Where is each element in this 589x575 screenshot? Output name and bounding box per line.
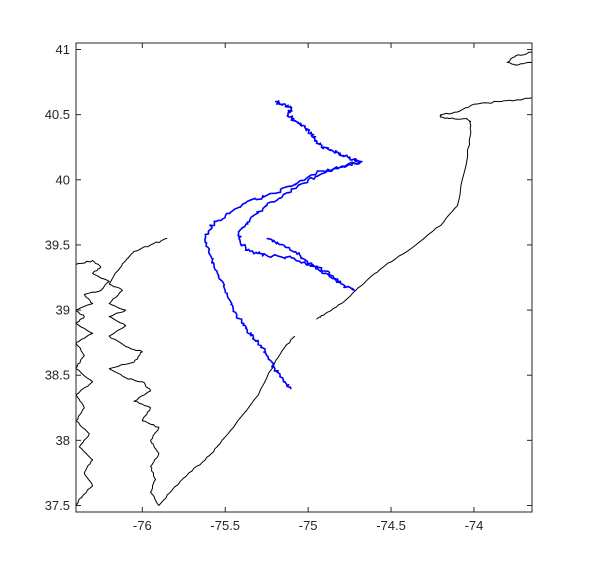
plot-layer xyxy=(76,51,532,506)
y-tick-label: 39.5 xyxy=(45,237,70,252)
y-tick-label: 40.5 xyxy=(45,107,70,122)
y-tick-label: 39 xyxy=(56,303,70,318)
delaware-river-upper-line xyxy=(274,100,363,163)
x-axis: -76 -75.5 -75 -74.5 -74 xyxy=(133,43,483,533)
chesapeake-eastern-shore-line xyxy=(108,237,168,506)
y-axis: 37.5 38 38.5 39 39.5 40 40.5 41 xyxy=(45,42,532,513)
x-tick-label: -74.5 xyxy=(376,518,406,533)
y-tick-label: 41 xyxy=(56,42,70,57)
delaware-bay-inner-line xyxy=(266,237,342,283)
delmarva-coastline-line xyxy=(158,335,296,506)
delaware-bay-east-bank-line xyxy=(237,160,362,292)
atlantic-coastline-line xyxy=(316,97,532,320)
y-tick-label: 38.5 xyxy=(45,368,70,383)
y-tick-label: 37.5 xyxy=(45,498,70,513)
y-tick-label: 38 xyxy=(56,433,70,448)
x-tick-label: -75.5 xyxy=(210,518,240,533)
x-tick-label: -74 xyxy=(465,518,484,533)
delaware-river-west-bank-line xyxy=(204,161,362,390)
chesapeake-western-shore-line xyxy=(76,260,110,506)
axes-frame xyxy=(75,42,533,513)
hudson-shore-line xyxy=(506,51,532,66)
y-tick-label: 40 xyxy=(56,172,70,187)
x-tick-label: -76 xyxy=(133,518,152,533)
x-tick-label: -75 xyxy=(299,518,318,533)
